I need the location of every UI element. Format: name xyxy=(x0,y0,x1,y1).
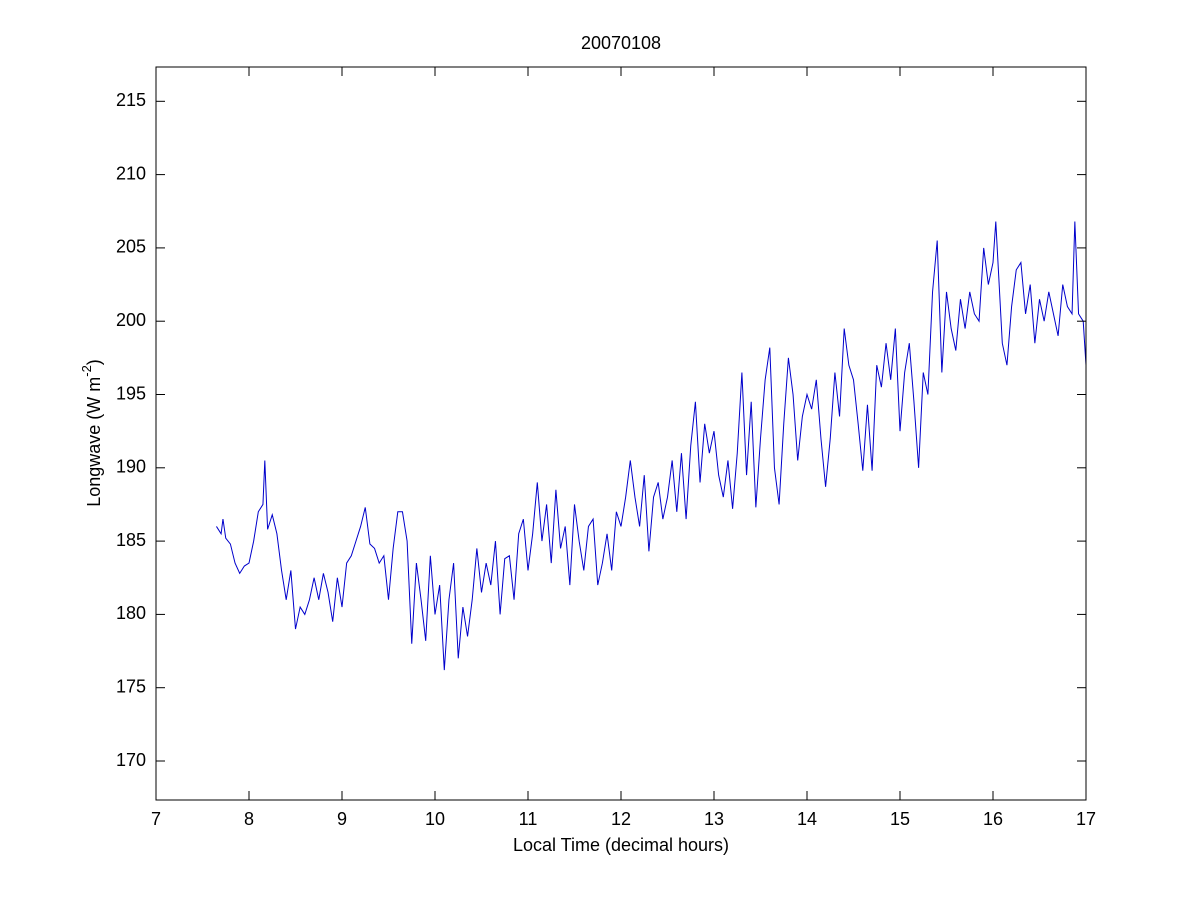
x-tick-label: 11 xyxy=(519,809,538,829)
chart-title: 20070108 xyxy=(581,33,661,53)
y-axis-label-text: Longwave (W m xyxy=(84,377,104,507)
x-tick-label: 14 xyxy=(797,809,817,829)
y-tick-label: 195 xyxy=(116,383,146,403)
x-tick-label: 16 xyxy=(983,809,1003,829)
x-tick-label: 7 xyxy=(151,809,161,829)
x-tick-label: 17 xyxy=(1076,809,1096,829)
y-tick-label: 185 xyxy=(116,530,146,550)
x-tick-label: 10 xyxy=(425,809,445,829)
y-tick-label: 215 xyxy=(116,90,146,110)
y-tick-label: 170 xyxy=(116,750,146,770)
x-tick-label: 9 xyxy=(337,809,347,829)
y-tick-label: 190 xyxy=(116,457,146,477)
data-line xyxy=(216,221,1087,671)
x-axis-label: Local Time (decimal hours) xyxy=(513,835,729,855)
y-axis-label-sup: -2 xyxy=(79,365,94,377)
x-tick-label: 15 xyxy=(890,809,910,829)
y-tick-label: 210 xyxy=(116,163,146,183)
y-tick-label: 200 xyxy=(116,310,146,330)
y-axis-label: Longwave (W m-2) xyxy=(79,359,103,507)
y-axis-label-end: ) xyxy=(84,359,104,365)
y-tick-label: 180 xyxy=(116,603,146,623)
x-tick-label: 12 xyxy=(611,809,631,829)
x-tick-label: 8 xyxy=(244,809,254,829)
y-tick-label: 205 xyxy=(116,237,146,257)
y-tick-label: 175 xyxy=(116,676,146,696)
x-tick-label: 13 xyxy=(704,809,724,829)
